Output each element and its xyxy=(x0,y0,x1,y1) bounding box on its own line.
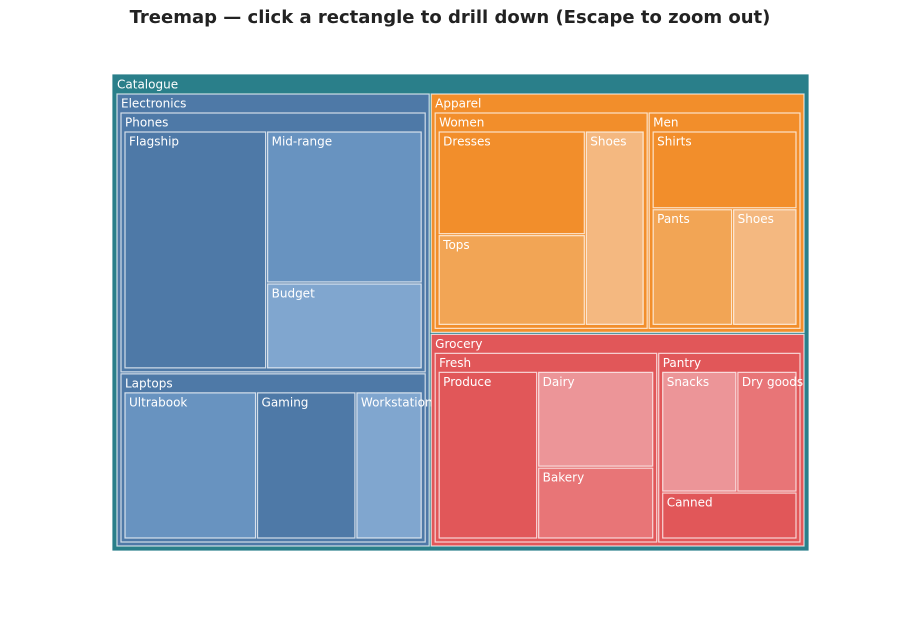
leaf-rect[interactable] xyxy=(662,492,797,539)
leaf-rect[interactable] xyxy=(267,283,422,369)
chart-title: Treemap — click a rectangle to drill dow… xyxy=(130,7,771,28)
leaf-rect[interactable] xyxy=(652,131,797,209)
leaf-rect[interactable] xyxy=(662,371,737,492)
leaf-rect[interactable] xyxy=(124,392,257,539)
leaf-rect[interactable] xyxy=(438,235,585,325)
leaf-rect[interactable] xyxy=(737,371,797,492)
leaf-rect[interactable] xyxy=(438,131,585,235)
leaf-rect[interactable] xyxy=(267,131,422,283)
leaf-rect[interactable] xyxy=(733,209,797,325)
leaf-rect[interactable] xyxy=(356,392,422,539)
leaf-rect[interactable] xyxy=(538,467,654,539)
leaf-rect[interactable] xyxy=(124,131,267,369)
leaf-rect[interactable] xyxy=(652,209,733,325)
leaf-rect[interactable] xyxy=(256,392,356,539)
leaf-rect[interactable] xyxy=(438,371,538,539)
leaf-rect[interactable] xyxy=(585,131,644,325)
leaf-rect[interactable] xyxy=(538,371,654,467)
